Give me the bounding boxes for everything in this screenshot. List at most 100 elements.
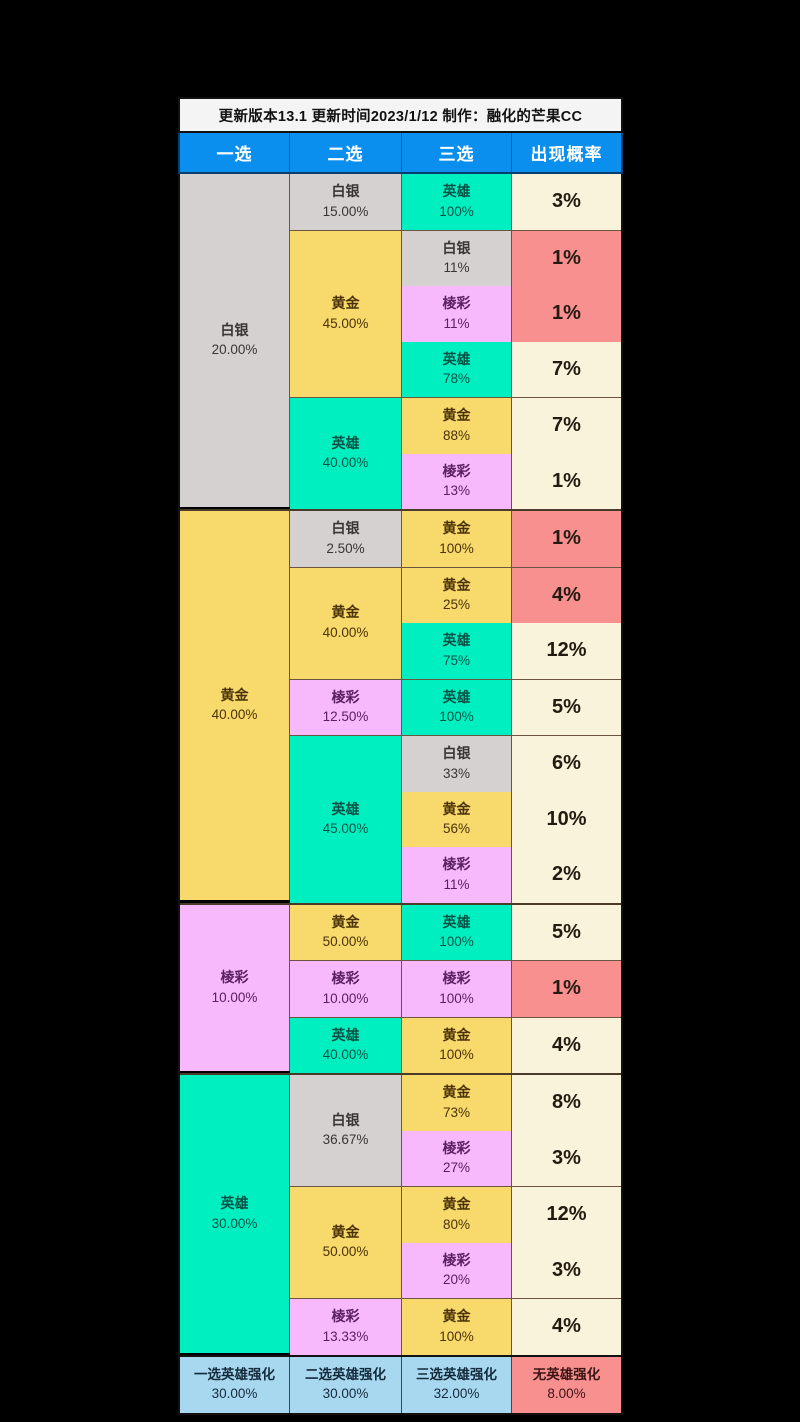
table-row: 白银 33% 6%: [402, 736, 621, 792]
rarity-percent: 11%: [443, 260, 470, 276]
pick1-block: 白银 20.00% 白银 15.00% 英雄 100% 3% 黄金 45.00% 白银 11% 1% 棱…: [180, 174, 621, 511]
rarity-label: 白银: [220, 321, 249, 338]
rarity-label: 白银: [331, 520, 360, 537]
rarity-percent: 25%: [442, 597, 471, 613]
rarity-label: 白银: [442, 745, 471, 762]
probability-cell: 10%: [512, 791, 621, 847]
rarity-percent: 78%: [442, 371, 471, 387]
pick2-group: 英雄 40.00% 黄金 88% 7% 棱彩 13% 1%: [290, 398, 621, 509]
rarity-label: 黄金: [442, 800, 471, 817]
rarity-label: 棱彩: [442, 856, 471, 873]
rarity-percent: 12.50%: [322, 709, 369, 725]
rarity-label: 棱彩: [331, 970, 360, 987]
rarity-label: 英雄: [331, 1026, 360, 1043]
rarity-percent: 33%: [442, 765, 471, 781]
footer-summary-percent: 30.00%: [322, 1385, 369, 1401]
pick3-list: 黄金 100% 4%: [402, 1017, 621, 1073]
rarity-label: 黄金: [220, 686, 249, 703]
rarity-percent: 45.00%: [322, 315, 369, 331]
rarity-label: 英雄: [331, 800, 360, 817]
pick3-cell: 棱彩 100%: [402, 961, 512, 1017]
pick2-cell: 棱彩 12.50%: [290, 679, 402, 735]
pick3-cell: 棱彩 11%: [402, 286, 512, 342]
rarity-label: 英雄: [442, 913, 471, 930]
table-row: 白银 11% 1%: [402, 230, 621, 286]
pick3-list: 黄金 100% 4%: [402, 1299, 621, 1355]
probability-cell: 3%: [512, 174, 621, 230]
pick1-block: 英雄 30.00% 白银 36.67% 黄金 73% 8% 棱彩 27% 3% 黄金 50.00% 黄金…: [180, 1075, 621, 1355]
pick2-group: 黄金 40.00% 黄金 25% 4% 英雄 75% 12%: [290, 567, 621, 680]
pick2-group: 棱彩 13.33% 黄金 100% 4%: [290, 1299, 621, 1355]
rarity-percent: 20.00%: [211, 342, 258, 358]
rarity-label: 棱彩: [331, 688, 360, 705]
rarity-label: 英雄: [442, 350, 471, 367]
probability-cell: 7%: [512, 398, 621, 454]
pick2-cell: 黄金 45.00%: [290, 230, 402, 397]
probability-cell: 7%: [512, 341, 621, 397]
pick2-group: 白银 2.50% 黄金 100% 1%: [290, 511, 621, 568]
footer-summary-cell: 一选英雄强化 30.00%: [180, 1356, 290, 1413]
pick3-cell: 黄金 25%: [402, 567, 512, 623]
pick3-cell: 棱彩 27%: [402, 1130, 512, 1186]
table-row: 英雄 100% 5%: [402, 679, 621, 735]
pick2-group: 黄金 50.00% 英雄 100% 5%: [290, 904, 621, 961]
table-row: 棱彩 13% 1%: [402, 453, 621, 509]
table-row: 棱彩 100% 1%: [402, 961, 621, 1017]
pick2-cell: 英雄 40.00%: [290, 1017, 402, 1073]
rarity-percent: 50.00%: [322, 1244, 369, 1260]
pick3-cell: 英雄 100%: [402, 174, 512, 230]
probability-cell: 12%: [512, 1187, 621, 1243]
probability-cell: 6%: [512, 736, 621, 792]
probability-cell: 1%: [512, 961, 621, 1017]
pick3-cell: 英雄 75%: [402, 623, 512, 679]
table-row: 英雄 100% 5%: [402, 904, 621, 960]
pick2-cell: 棱彩 10.00%: [290, 961, 402, 1017]
rarity-percent: 40.00%: [322, 624, 369, 640]
pick3-list: 英雄 100% 3%: [402, 174, 621, 230]
rarity-label: 棱彩: [442, 1251, 471, 1268]
probability-cell: 12%: [512, 623, 621, 679]
rarity-label: 棱彩: [442, 295, 471, 312]
rarity-percent: 100%: [439, 934, 474, 950]
probability-cell: 1%: [512, 511, 621, 567]
rarity-label: 英雄: [442, 183, 471, 200]
pick3-cell: 黄金 56%: [402, 791, 512, 847]
probability-cell: 4%: [512, 1299, 621, 1355]
table-row: 黄金 100% 4%: [402, 1017, 621, 1073]
column-header-pick3: 三选: [402, 133, 512, 172]
rarity-percent: 15.00%: [322, 203, 369, 219]
probability-cell: 1%: [512, 230, 621, 286]
pick2-cell: 棱彩 13.33%: [290, 1299, 402, 1355]
pick2-group: 白银 15.00% 英雄 100% 3%: [290, 174, 621, 231]
rarity-label: 英雄: [442, 688, 471, 705]
rarity-percent: 50.00%: [322, 934, 369, 950]
table-row: 棱彩 27% 3%: [402, 1130, 621, 1186]
column-header-pick2: 二选: [290, 133, 402, 172]
rarity-label: 英雄: [331, 434, 360, 451]
footer-summary-label: 无英雄强化: [532, 1367, 601, 1383]
footer-summary-label: 二选英雄强化: [305, 1367, 386, 1383]
rarity-percent: 100%: [439, 540, 474, 556]
rarity-percent: 10.00%: [211, 989, 258, 1005]
rarity-percent: 2.50%: [326, 540, 365, 556]
footer-summary-cell: 二选英雄强化 30.00%: [290, 1356, 402, 1413]
footer-summary-label: 三选英雄强化: [416, 1367, 497, 1383]
table-row: 黄金 100% 1%: [402, 511, 621, 567]
pick3-cell: 黄金 100%: [402, 511, 512, 567]
rarity-percent: 56%: [442, 821, 471, 837]
table-row: 黄金 80% 12%: [402, 1187, 621, 1243]
table-title: 更新版本13.1 更新时间2023/1/12 制作：融化的芒果CC: [178, 97, 623, 133]
pick2-group: 棱彩 12.50% 英雄 100% 5%: [290, 679, 621, 736]
probability-cell: 8%: [512, 1075, 621, 1131]
footer-summary-percent: 30.00%: [211, 1385, 258, 1401]
rarity-percent: 75%: [442, 652, 471, 668]
pick2-group: 英雄 40.00% 黄金 100% 4%: [290, 1017, 621, 1073]
pick1-cell: 黄金 40.00%: [180, 511, 290, 900]
pick3-list: 白银 11% 1% 棱彩 11% 1% 英雄 78% 7%: [402, 230, 621, 397]
pick3-list: 黄金 73% 8% 棱彩 27% 3%: [402, 1075, 621, 1186]
pick1-branches: 黄金 50.00% 英雄 100% 5% 棱彩 10.00% 棱彩 100% 1% 英雄 40.00%…: [290, 904, 621, 1073]
rarity-percent: 36.67%: [322, 1132, 369, 1148]
pick2-group: 白银 36.67% 黄金 73% 8% 棱彩 27% 3%: [290, 1075, 621, 1187]
pick2-cell: 黄金 50.00%: [290, 1187, 402, 1298]
rarity-percent: 40.00%: [322, 455, 369, 471]
